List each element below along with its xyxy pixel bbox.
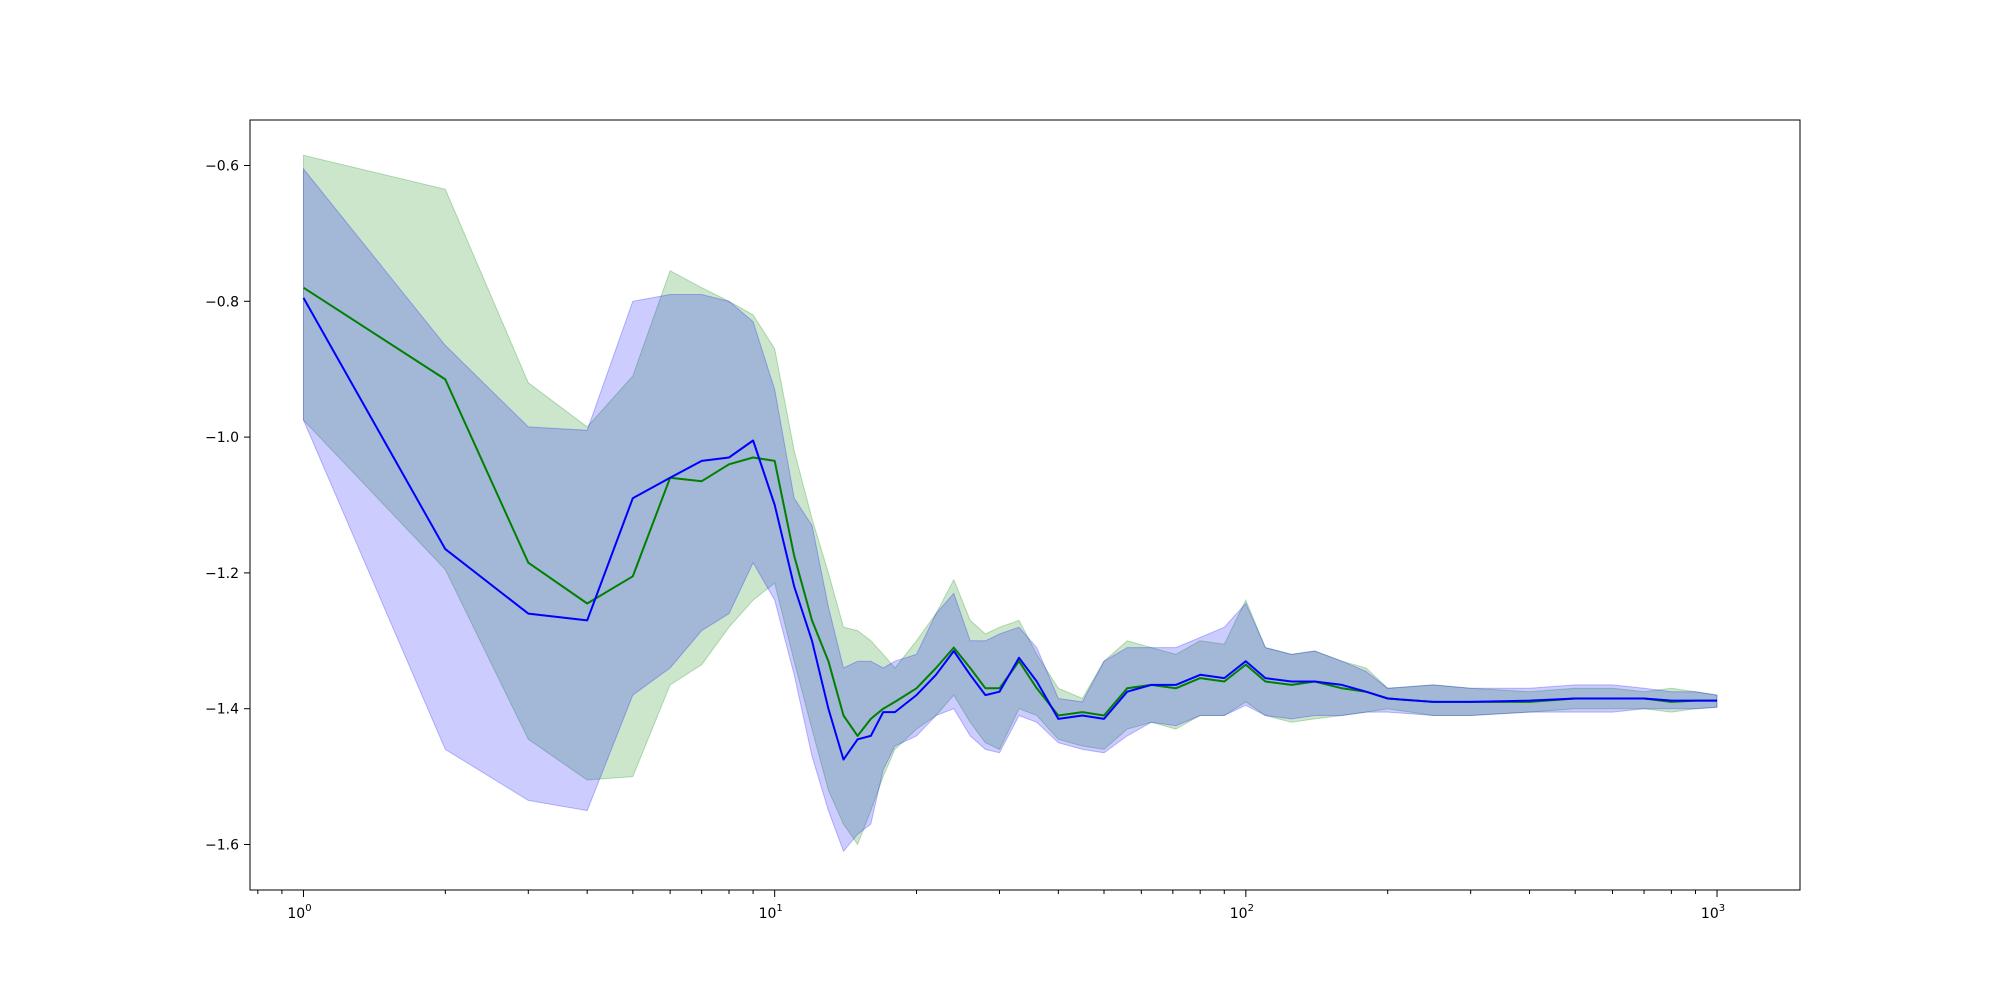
y-tick-label: −1.0: [205, 430, 239, 446]
series-0-band: [303, 154, 1718, 846]
y-tick-label: −1.2: [205, 566, 239, 582]
y-tick-label: −0.8: [205, 294, 239, 310]
series-lines: [302, 286, 1717, 761]
y-axis: −0.6 −0.8 −1.0 −1.2 −1.4 −1.6: [205, 158, 250, 854]
x-tick-label: 100: [287, 903, 311, 922]
series-1-line: [302, 297, 1717, 761]
confidence-bands: [303, 154, 1718, 853]
x-axis: 100 101 102 103: [257, 890, 1725, 922]
y-tick-label: −1.4: [205, 702, 239, 718]
series-1-band: [303, 167, 1718, 853]
y-tick-label: −0.6: [205, 158, 239, 174]
x-tick-label: 101: [759, 903, 783, 922]
y-tick-label: −1.6: [205, 838, 239, 854]
x-tick-label: 102: [1230, 903, 1254, 922]
x-tick-label: 103: [1701, 903, 1725, 922]
plot-frame: [249, 119, 1801, 891]
